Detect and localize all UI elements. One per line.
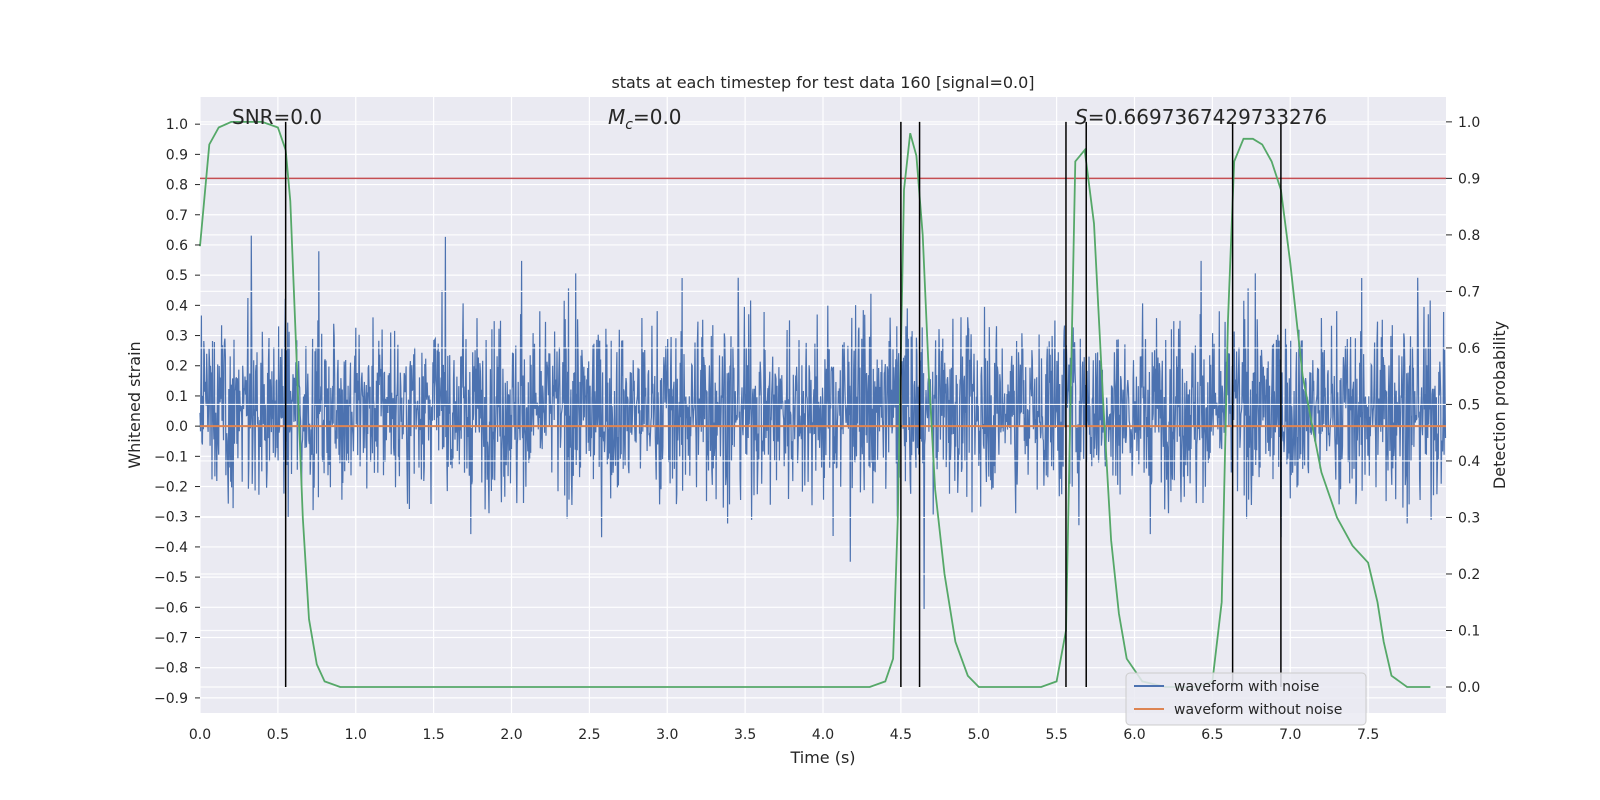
left-tick-label: 0.6: [166, 238, 188, 254]
left-tick-label: 0.5: [166, 268, 188, 284]
left-axis-label: Whitened strain: [125, 341, 144, 468]
x-tick-label: 5.5: [1045, 727, 1067, 743]
series-detection-probability: [199, 121, 1431, 688]
s-value: =0.6697367429733276: [1088, 105, 1327, 129]
x-tick-label: 3.0: [656, 727, 678, 743]
left-tick-label: −0.1: [154, 449, 188, 465]
x-tick-label: 5.0: [968, 727, 990, 743]
right-tick-label: 0.2: [1458, 567, 1480, 583]
left-tick-label: −0.4: [154, 540, 188, 556]
right-axis-label: Detection probability: [1490, 321, 1509, 489]
left-tick-label: 0.1: [166, 389, 188, 405]
mc-value: =0.0: [633, 105, 682, 129]
legend-box: [1125, 672, 1367, 726]
x-tick-label: 4.0: [812, 727, 834, 743]
x-tick-label: 1.0: [345, 727, 367, 743]
legend: waveform with noise waveform without nois…: [1125, 672, 1367, 726]
x-tick-label: 4.5: [890, 727, 912, 743]
mc-symbol: M: [608, 105, 625, 129]
series-waveform-with-noise: [199, 235, 1447, 610]
x-tick-label: 7.5: [1357, 727, 1379, 743]
x-tick-label: 0.5: [267, 727, 289, 743]
x-tick-label: 3.5: [734, 727, 756, 743]
x-tick-label: 6.5: [1201, 727, 1223, 743]
right-tick-label: 1.0: [1458, 115, 1480, 131]
right-tick-label: 0.7: [1458, 284, 1480, 300]
left-tick-label: 1.0: [166, 117, 188, 133]
x-tick-label: 0.0: [189, 727, 211, 743]
legend-entry: waveform without noise: [1174, 702, 1342, 718]
right-tick-label: 0.9: [1458, 171, 1480, 187]
right-tick-label: 0.3: [1458, 510, 1480, 526]
left-tick-label: 0.0: [166, 419, 188, 435]
chart-title: stats at each timestep for test data 160…: [611, 73, 1034, 92]
right-tick-label: 0.5: [1458, 397, 1480, 413]
x-axis-label: Time (s): [789, 748, 855, 767]
right-tick-label: 0.0: [1458, 680, 1480, 696]
left-tick-label: 0.9: [166, 147, 188, 163]
left-tick-label: −0.7: [154, 631, 188, 647]
legend-entry: waveform with noise: [1174, 679, 1319, 695]
mc-annotation: Mc=0.0: [608, 105, 682, 133]
snr-annotation: SNR=0.0: [232, 105, 322, 129]
left-tick-label: −0.2: [154, 480, 188, 496]
left-tick-label: 0.7: [166, 208, 188, 224]
x-tick-label: 2.5: [578, 727, 600, 743]
x-tick-label: 1.5: [422, 727, 444, 743]
mc-subscript: c: [625, 117, 633, 133]
x-tick-label: 7.0: [1279, 727, 1301, 743]
right-tick-label: 0.8: [1458, 228, 1480, 244]
left-tick-label: 0.8: [166, 178, 188, 194]
left-tick-label: −0.3: [154, 510, 188, 526]
left-tick-label: 0.3: [166, 329, 188, 345]
left-tick-label: 0.4: [166, 298, 188, 314]
s-symbol: S: [1075, 105, 1088, 129]
s-annotation: S=0.6697367429733276: [1075, 105, 1327, 129]
left-tick-label: 0.2: [166, 359, 188, 375]
right-tick-label: 0.1: [1458, 623, 1480, 639]
detection-markers: [284, 121, 1282, 688]
left-tick-label: −0.5: [154, 570, 188, 586]
right-tick-label: 0.6: [1458, 341, 1480, 357]
left-tick-label: −0.6: [154, 600, 188, 616]
left-tick-label: −0.8: [154, 661, 188, 677]
left-tick-label: −0.9: [154, 691, 188, 707]
x-tick-label: 6.0: [1123, 727, 1145, 743]
right-tick-label: 0.4: [1458, 454, 1480, 470]
x-tick-label: 2.0: [500, 727, 522, 743]
